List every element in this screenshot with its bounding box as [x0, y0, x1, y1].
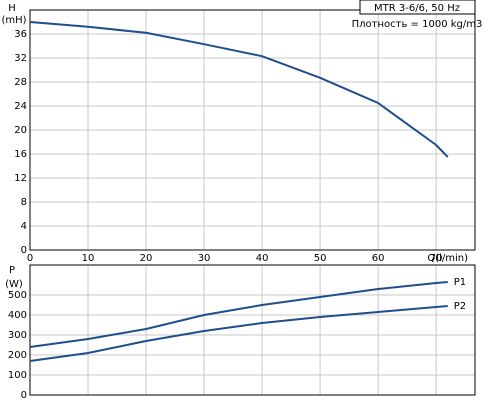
y-tick-label: 20 [14, 125, 27, 136]
y-tick-label: 300 [8, 330, 27, 341]
x-tick-label: 10 [82, 253, 95, 264]
x-tick-label: 50 [314, 253, 327, 264]
annotation-box [359, 0, 476, 15]
y-tick-label: 28 [14, 77, 27, 88]
line [29, 305, 448, 362]
line [29, 281, 448, 348]
y-tick-label: 0 [21, 245, 27, 256]
y-tick-label: 4 [21, 221, 27, 232]
y-axis-label: P [9, 265, 15, 276]
plot-frame [29, 264, 476, 396]
line [29, 21, 449, 158]
plot-frame [29, 9, 476, 251]
annotation: MTR 3-6/6, 50 Hz [374, 3, 460, 14]
y-tick-label: 24 [14, 101, 27, 112]
y-tick-label: 16 [14, 149, 27, 160]
x-tick-label: 70 [430, 253, 443, 264]
y-tick-label: 36 [14, 29, 27, 40]
y-tick-label: 400 [8, 310, 27, 321]
y-tick-label: 500 [8, 290, 27, 301]
y-axis-label: H [8, 3, 16, 14]
x-tick-label: 20 [140, 253, 153, 264]
y-axis-unit: (mH) [1, 15, 26, 26]
y-tick-label: 100 [8, 370, 27, 381]
x-tick-label: 30 [198, 253, 211, 264]
x-tick-label: 40 [256, 253, 269, 264]
x-axis-label: Q(l/min) [427, 253, 468, 264]
annotation: Плотность = 1000 kg/m3 [352, 19, 483, 30]
y-tick-label: 0 [21, 390, 27, 400]
y-tick-label: 200 [8, 350, 27, 361]
x-tick-label: 0 [27, 253, 33, 264]
y-axis-unit: (W) [5, 279, 23, 290]
y-tick-label: 32 [14, 53, 27, 64]
legend-label: P1 [454, 277, 466, 288]
y-tick-label: 8 [21, 197, 27, 208]
legend-label: P2 [454, 301, 466, 312]
x-tick-label: 60 [372, 253, 385, 264]
y-tick-label: 12 [14, 173, 27, 184]
